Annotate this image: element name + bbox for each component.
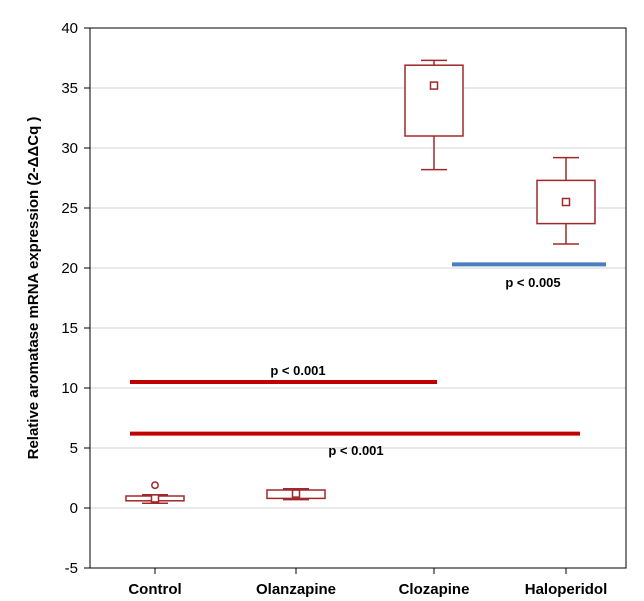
x-category-label: Haloperidol <box>525 581 608 598</box>
y-tick-label: 40 <box>61 20 78 37</box>
y-tick-label: 15 <box>61 320 78 337</box>
y-tick-label: 30 <box>61 140 78 157</box>
significance-label: p < 0.001 <box>328 443 383 458</box>
y-tick-label: 25 <box>61 200 78 217</box>
y-axis-ticks: -5 0 5 10 15 20 25 30 35 40 <box>61 20 90 577</box>
box-haloperidol <box>536 156 596 245</box>
y-tick-label: 10 <box>61 380 78 397</box>
plot-area-frame <box>89 27 627 569</box>
significance-annotations: p < 0.001 p < 0.001 p < 0.005 <box>130 262 606 458</box>
y-tick-label: -5 <box>65 560 78 577</box>
median-marker <box>291 489 301 498</box>
y-axis-title: Relative aromatase mRNA expression (2-ΔΔ… <box>25 117 42 460</box>
box-olanzapine <box>266 488 326 501</box>
boxes <box>125 59 596 504</box>
x-category-label: Control <box>128 581 181 598</box>
y-tick-label: 0 <box>70 500 78 517</box>
significance-label: p < 0.005 <box>505 275 560 290</box>
y-tick-label: 20 <box>61 260 78 277</box>
median-marker <box>429 81 439 90</box>
x-axis-categories: Control Olanzapine Clozapine Haloperidol <box>128 568 607 598</box>
grid-lines <box>90 87 626 509</box>
box-iqr <box>404 64 464 137</box>
x-category-label: Clozapine <box>399 581 470 598</box>
box-clozapine <box>404 59 464 171</box>
outlier-point <box>151 481 159 490</box>
significance-label: p < 0.001 <box>270 363 325 378</box>
y-tick-label: 5 <box>70 440 78 457</box>
x-category-label: Olanzapine <box>256 581 336 598</box>
median-marker <box>561 197 571 207</box>
box-control <box>125 481 185 504</box>
y-tick-label: 35 <box>61 80 78 97</box>
median-marker <box>150 494 160 503</box>
